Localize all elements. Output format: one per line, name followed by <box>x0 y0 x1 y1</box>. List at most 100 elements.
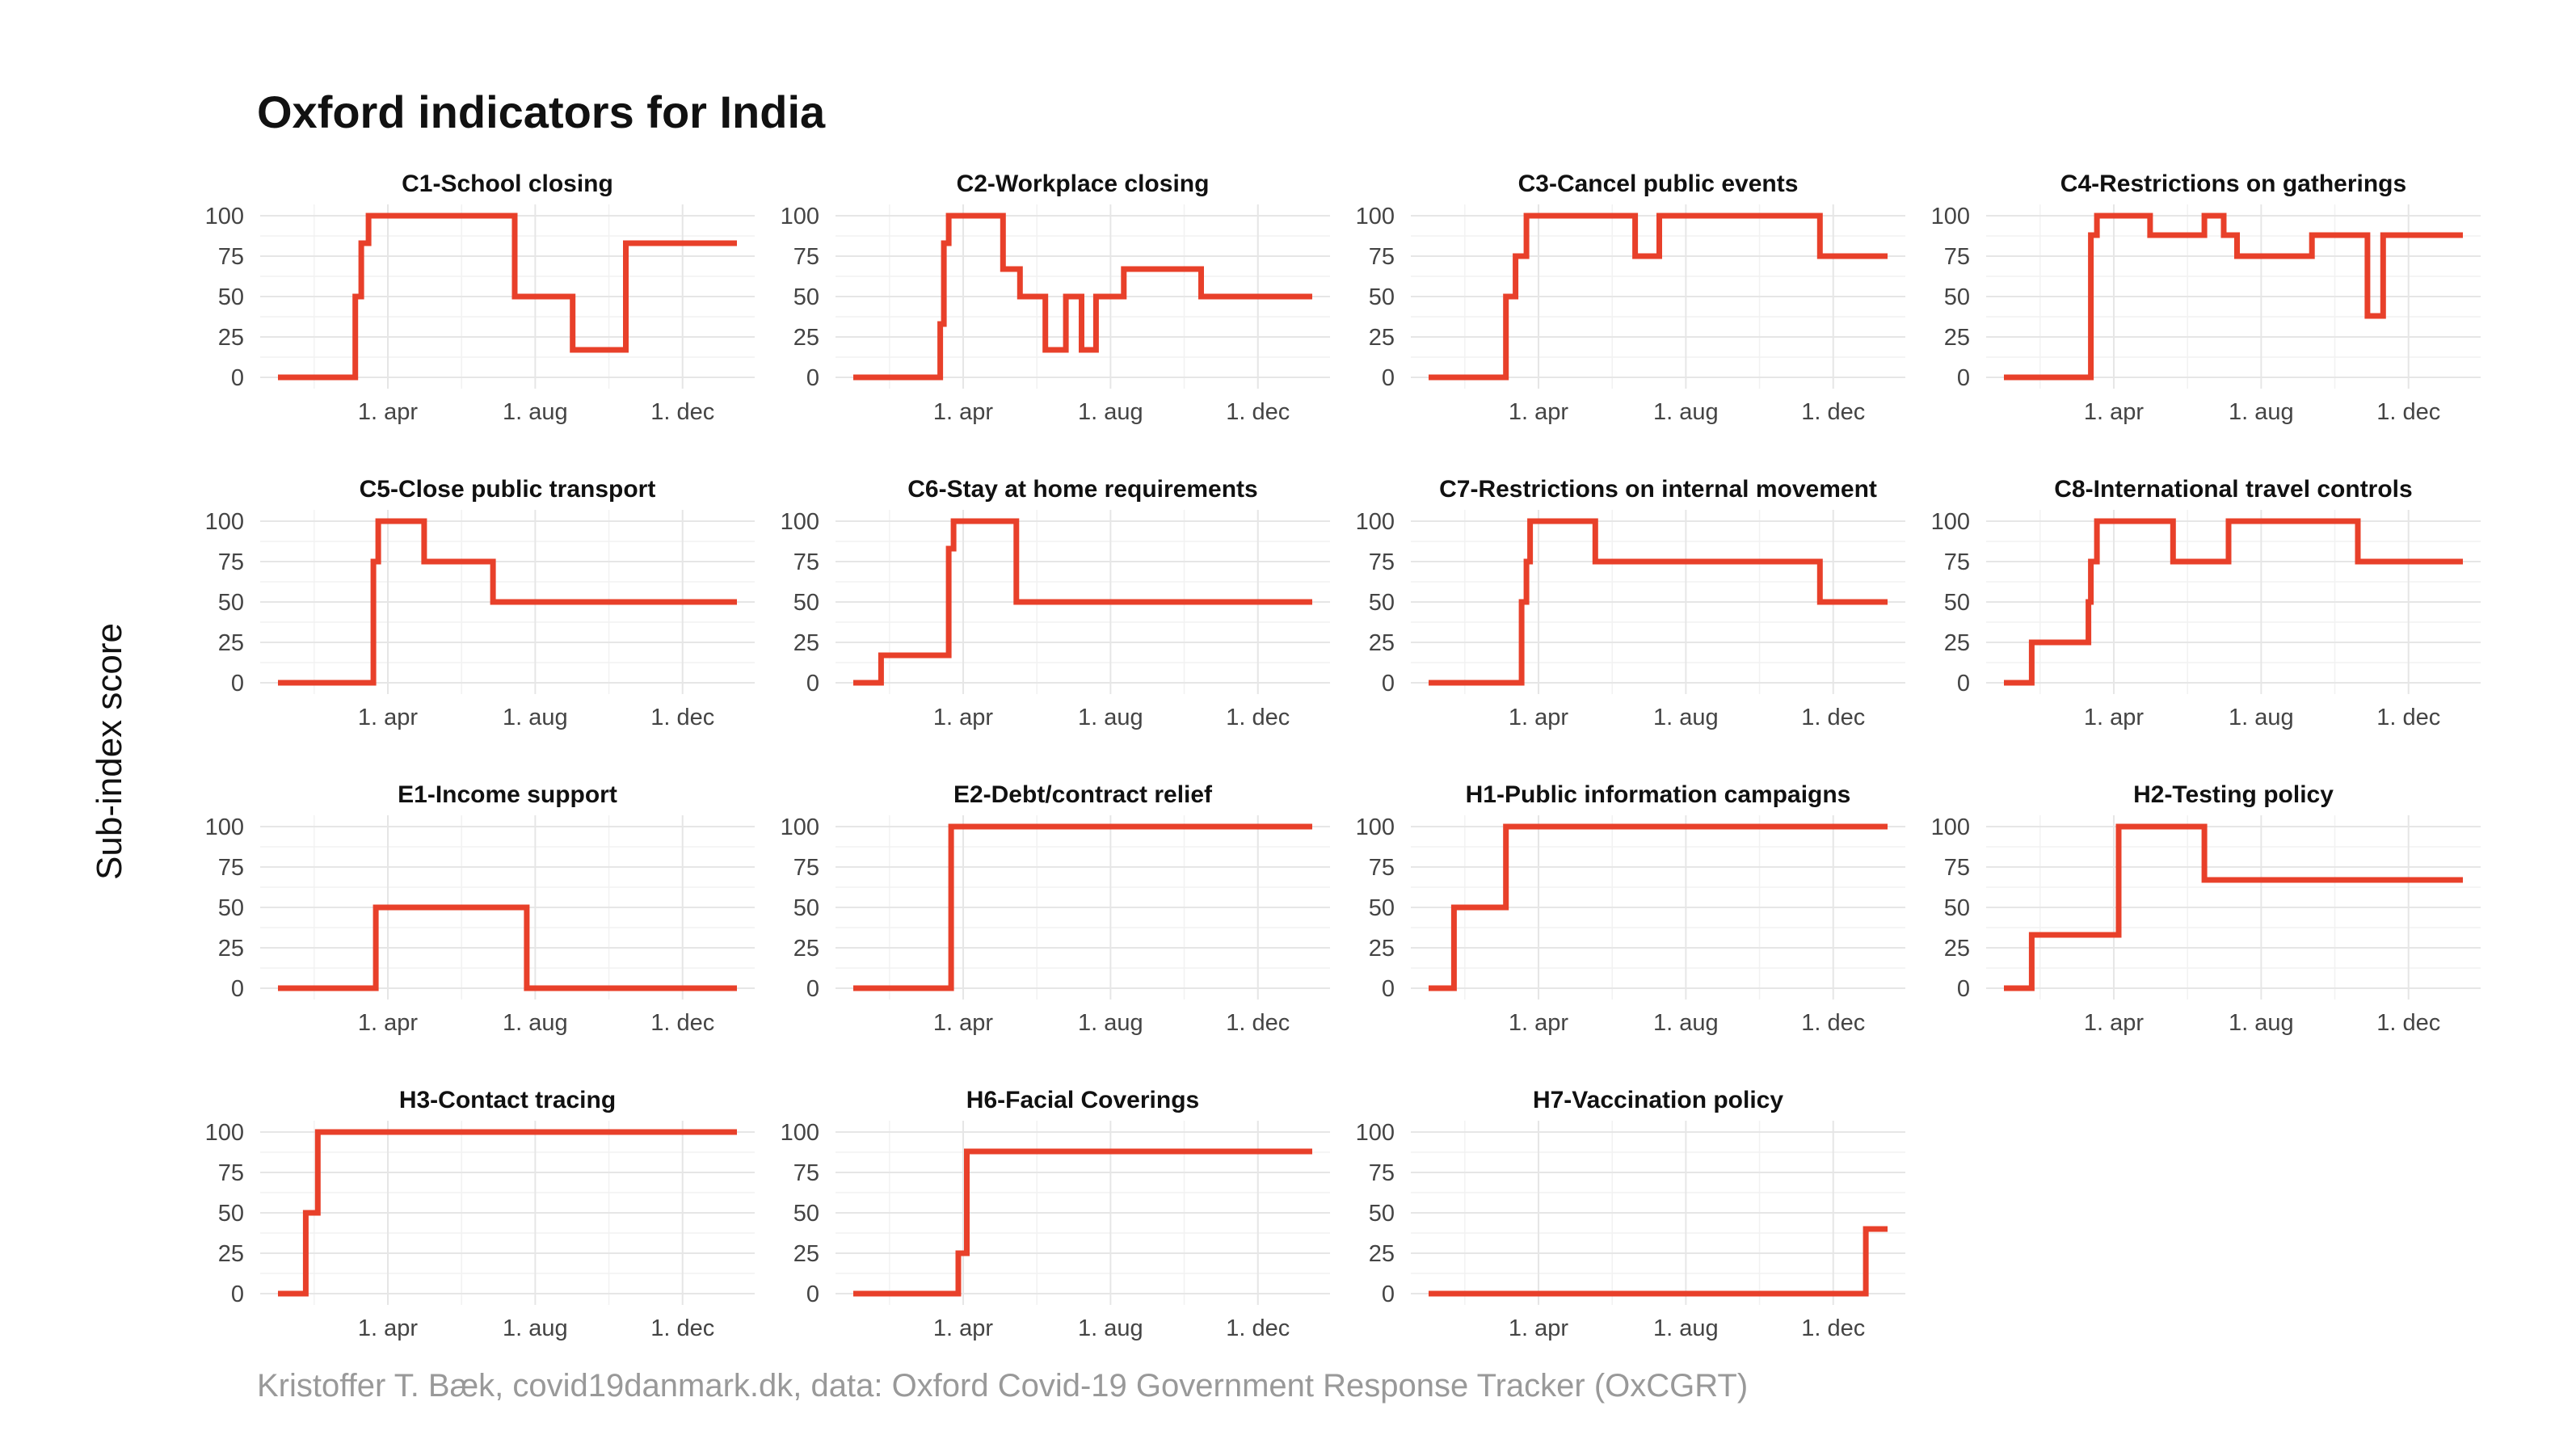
y-tick-label: 50 <box>1944 590 1970 616</box>
panel: 0 25 50 75 100 1. apr 1. aug 1. dec E1-Income su… <box>205 781 755 1036</box>
x-tick-label: 1. apr <box>358 705 418 730</box>
y-tick-label: 0 <box>806 671 819 697</box>
x-tick-label: 1. aug <box>1653 705 1719 730</box>
panel: 0 25 50 75 100 1. apr 1. aug 1. dec C3-Cancel pu… <box>1356 170 1905 425</box>
panel-title: E1-Income support <box>398 781 617 808</box>
x-tick-label: 1. apr <box>1509 399 1568 425</box>
chart-title: Oxford indicators for India <box>257 86 826 137</box>
x-tick-label: 1. aug <box>1078 1315 1143 1341</box>
y-tick-label: 0 <box>231 365 244 391</box>
y-tick-label: 50 <box>793 895 819 921</box>
x-tick-label: 1. apr <box>933 399 993 425</box>
panel: 0 25 50 75 100 1. apr 1. aug 1. dec H7-Vaccinati… <box>1356 1087 1905 1341</box>
x-tick-label: 1. dec <box>2376 705 2440 730</box>
panel: 0 25 50 75 100 1. apr 1. aug 1. dec C7-Restricti… <box>1356 476 1905 730</box>
x-tick-label: 1. apr <box>2084 705 2144 730</box>
y-tick-label: 75 <box>793 549 819 575</box>
panel-title: H6-Facial Coverings <box>966 1087 1199 1113</box>
x-tick-label: 1. aug <box>1078 705 1143 730</box>
y-tick-label: 100 <box>1356 814 1395 840</box>
x-tick-label: 1. dec <box>650 705 714 730</box>
y-tick-label: 25 <box>793 325 819 351</box>
panel-title: H2-Testing policy <box>2133 781 2334 808</box>
x-tick-label: 1. aug <box>2229 705 2294 730</box>
x-tick-label: 1. dec <box>1801 1315 1865 1341</box>
panel-title: C1-School closing <box>402 170 613 197</box>
x-tick-label: 1. apr <box>358 399 418 425</box>
x-tick-label: 1. dec <box>2376 399 2440 425</box>
panel: 0 25 50 75 100 1. apr 1. aug 1. dec C2-Workplace… <box>781 170 1330 425</box>
panel: 0 25 50 75 100 1. apr 1. aug 1. dec C4-Restricti… <box>1931 170 2481 425</box>
x-tick-label: 1. aug <box>2229 1010 2294 1036</box>
x-tick-label: 1. dec <box>650 1010 714 1036</box>
y-tick-label: 50 <box>1944 284 1970 310</box>
x-tick-label: 1. dec <box>650 1315 714 1341</box>
y-tick-label: 100 <box>205 814 244 840</box>
series-line <box>853 213 1312 381</box>
panel-title: C6-Stay at home requirements <box>907 476 1257 503</box>
y-tick-label: 50 <box>793 1201 819 1227</box>
y-tick-label: 100 <box>205 509 244 535</box>
x-tick-label: 1. apr <box>1509 705 1568 730</box>
x-tick-label: 1. aug <box>1078 399 1143 425</box>
y-tick-label: 100 <box>205 1120 244 1146</box>
x-tick-label: 1. dec <box>650 399 714 425</box>
y-tick-label: 25 <box>218 325 244 351</box>
y-tick-label: 75 <box>1369 855 1395 881</box>
panel: 0 25 50 75 100 1. apr 1. aug 1. dec C8-Internati… <box>1931 476 2481 730</box>
y-tick-label: 75 <box>218 244 244 270</box>
y-tick-label: 25 <box>1369 1241 1395 1267</box>
x-tick-label: 1. aug <box>1653 1010 1719 1036</box>
x-tick-label: 1. apr <box>933 705 993 730</box>
y-tick-label: 75 <box>218 549 244 575</box>
x-tick-label: 1. aug <box>503 705 568 730</box>
panel: 0 25 50 75 100 1. apr 1. aug 1. dec C1-School cl… <box>205 170 755 425</box>
x-tick-label: 1. aug <box>503 399 568 425</box>
y-tick-label: 100 <box>1931 509 1970 535</box>
x-tick-label: 1. dec <box>2376 1010 2440 1036</box>
y-tick-label: 100 <box>781 509 819 535</box>
x-tick-label: 1. apr <box>933 1315 993 1341</box>
y-tick-label: 100 <box>781 814 819 840</box>
y-tick-label: 100 <box>205 204 244 229</box>
panel-title: E2-Debt/contract relief <box>953 781 1213 808</box>
panel-title: C8-International travel controls <box>2054 476 2412 503</box>
y-tick-label: 50 <box>1944 895 1970 921</box>
series-line <box>2004 518 2463 686</box>
y-tick-label: 75 <box>793 244 819 270</box>
y-tick-label: 50 <box>1369 1201 1395 1227</box>
y-tick-label: 0 <box>231 1282 244 1307</box>
x-tick-label: 1. dec <box>1226 1315 1290 1341</box>
x-tick-label: 1. dec <box>1801 399 1865 425</box>
y-tick-label: 75 <box>1944 549 1970 575</box>
y-tick-label: 25 <box>1944 630 1970 656</box>
x-tick-label: 1. dec <box>1801 705 1865 730</box>
x-tick-label: 1. apr <box>1509 1315 1568 1341</box>
y-tick-label: 50 <box>793 284 819 310</box>
x-tick-label: 1. apr <box>2084 1010 2144 1036</box>
y-tick-label: 0 <box>231 671 244 697</box>
y-tick-label: 75 <box>1944 855 1970 881</box>
x-tick-label: 1. apr <box>2084 399 2144 425</box>
x-tick-label: 1. apr <box>358 1315 418 1341</box>
y-tick-label: 75 <box>793 1160 819 1186</box>
series-line <box>278 1129 737 1297</box>
x-tick-label: 1. apr <box>358 1010 418 1036</box>
panel: 0 25 50 75 100 1. apr 1. aug 1. dec C5-Close pub… <box>205 476 755 730</box>
panel-title: C7-Restrictions on internal movement <box>1439 476 1877 503</box>
panel-title: H1-Public information campaigns <box>1466 781 1851 808</box>
panel-title: H3-Contact tracing <box>399 1087 616 1113</box>
x-tick-label: 1. dec <box>1226 705 1290 730</box>
x-tick-label: 1. dec <box>1801 1010 1865 1036</box>
y-tick-label: 25 <box>793 1241 819 1267</box>
x-tick-label: 1. dec <box>1226 399 1290 425</box>
y-tick-label: 75 <box>1369 1160 1395 1186</box>
series-line <box>1429 213 1888 381</box>
series-line <box>2004 213 2463 381</box>
y-tick-label: 25 <box>1369 630 1395 656</box>
y-tick-label: 100 <box>1931 204 1970 229</box>
panel: 0 25 50 75 100 1. apr 1. aug 1. dec H2-Testing p… <box>1931 781 2481 1036</box>
x-tick-label: 1. dec <box>1226 1010 1290 1036</box>
y-tick-label: 50 <box>218 284 244 310</box>
